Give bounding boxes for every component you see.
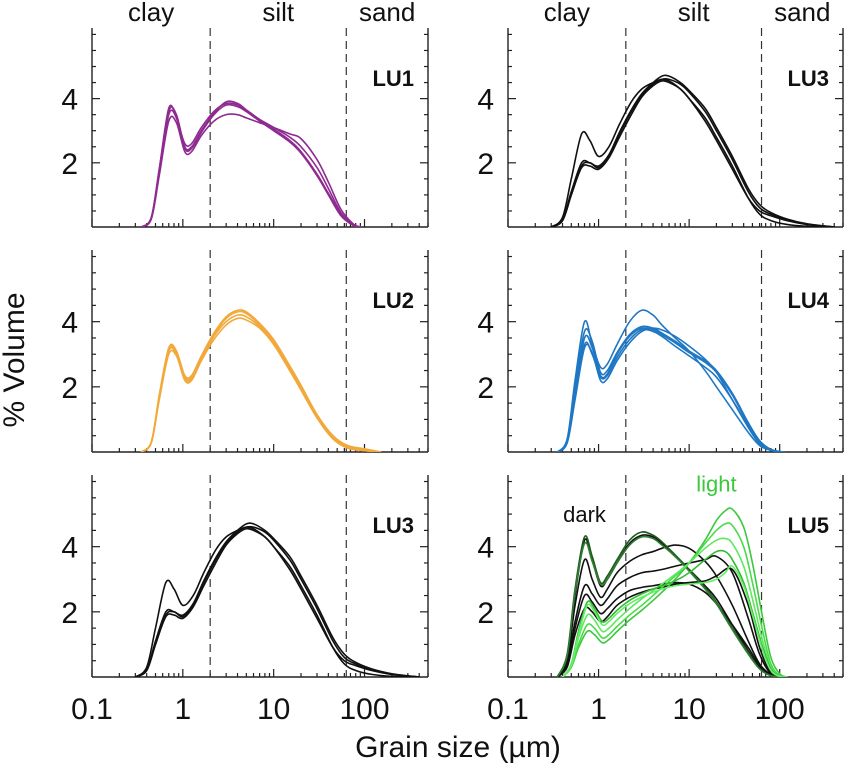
series-line-1 <box>550 78 836 227</box>
panel-label: LU4 <box>787 288 829 313</box>
series-line-1 <box>140 310 382 452</box>
series-line-7 <box>556 535 785 677</box>
series-line-3 <box>140 103 362 227</box>
silt-zone-label: silt <box>262 0 295 27</box>
panel-lu4: 2 4 LU4 <box>477 250 844 453</box>
x-tick-label: 100 <box>755 693 805 726</box>
y-tick-label: 2 <box>61 597 78 630</box>
curves <box>550 74 836 227</box>
series-line-1 <box>140 102 362 227</box>
y-tick-label: 4 <box>61 307 78 340</box>
series-line-2 <box>550 77 836 227</box>
series-line-1 <box>134 526 420 677</box>
y-tick-label: 2 <box>477 148 494 181</box>
panel-label: LU2 <box>372 288 414 313</box>
series-line-2 <box>134 525 420 677</box>
silt-zone-label: silt <box>678 0 711 27</box>
y-tick-label: 4 <box>477 84 494 117</box>
series-line-6 <box>556 531 785 677</box>
panel-label: LU3 <box>372 513 414 538</box>
series-line-4 <box>140 113 362 227</box>
dark-annotation: dark <box>563 502 607 527</box>
series-line-9 <box>561 522 788 677</box>
x-tick-label: 10 <box>672 693 705 726</box>
curves <box>140 309 382 452</box>
series-line-11 <box>561 549 788 677</box>
series-line-2 <box>556 544 785 677</box>
y-tick-label: 2 <box>477 597 494 630</box>
x-tick-label: 10 <box>257 693 290 726</box>
panel-lu3: 2 4 clay silt sand LU3 <box>477 0 844 228</box>
curves <box>134 522 420 677</box>
series-line-8 <box>561 507 788 677</box>
series-line-4 <box>134 522 420 677</box>
panel-label: LU3 <box>787 66 829 91</box>
sand-zone-label: sand <box>359 0 415 27</box>
series-line-1 <box>556 309 785 452</box>
y-axis-label: % Volume <box>0 292 31 427</box>
curves <box>140 100 362 227</box>
series-line-3 <box>140 317 382 452</box>
y-tick-label: 2 <box>61 372 78 405</box>
curves <box>556 309 785 452</box>
series-line-4 <box>556 581 785 677</box>
series-line-10 <box>561 537 788 677</box>
panel-label: LU1 <box>372 66 414 91</box>
series-line-2 <box>140 314 382 452</box>
x-tick-label: 1 <box>590 693 607 726</box>
series-line-3 <box>550 79 836 227</box>
x-axis-label: Grain size (µm) <box>355 731 561 764</box>
y-tick-label: 4 <box>61 532 78 565</box>
series-line-4 <box>140 309 382 452</box>
series-line-3 <box>556 327 785 452</box>
series-line-3 <box>556 555 785 677</box>
curves <box>556 507 788 677</box>
series-line-12 <box>561 565 788 677</box>
series-line-5 <box>556 327 785 452</box>
clay-zone-label: clay <box>544 0 590 27</box>
y-tick-label: 4 <box>477 532 494 565</box>
x-tick-label: 0.1 <box>487 693 529 726</box>
panel-lu2: 2 4 LU2 <box>61 250 429 453</box>
panel-lu5: 2 4 0.1 1 10 100 LU5 dark light <box>477 471 844 726</box>
y-tick-label: 2 <box>61 148 78 181</box>
x-tick-label: 1 <box>174 693 191 726</box>
panel-lu3: 2 4 0.1 1 10 100 LU3 <box>61 475 429 726</box>
series-line-3 <box>134 527 420 677</box>
panel-lu1: 2 4 clay silt sand LU1 <box>61 0 429 228</box>
y-tick-label: 2 <box>477 372 494 405</box>
clay-zone-label: clay <box>128 0 174 27</box>
series-line-1 <box>556 534 785 677</box>
sand-zone-label: sand <box>774 0 830 27</box>
y-tick-label: 4 <box>477 307 494 340</box>
x-tick-label: 0.1 <box>71 693 113 726</box>
series-line-2 <box>140 100 362 227</box>
x-tick-label: 100 <box>339 693 389 726</box>
y-tick-label: 4 <box>61 84 78 117</box>
series-line-4 <box>550 74 836 227</box>
panel-label: LU5 <box>787 513 829 538</box>
light-annotation: light <box>696 471 736 496</box>
